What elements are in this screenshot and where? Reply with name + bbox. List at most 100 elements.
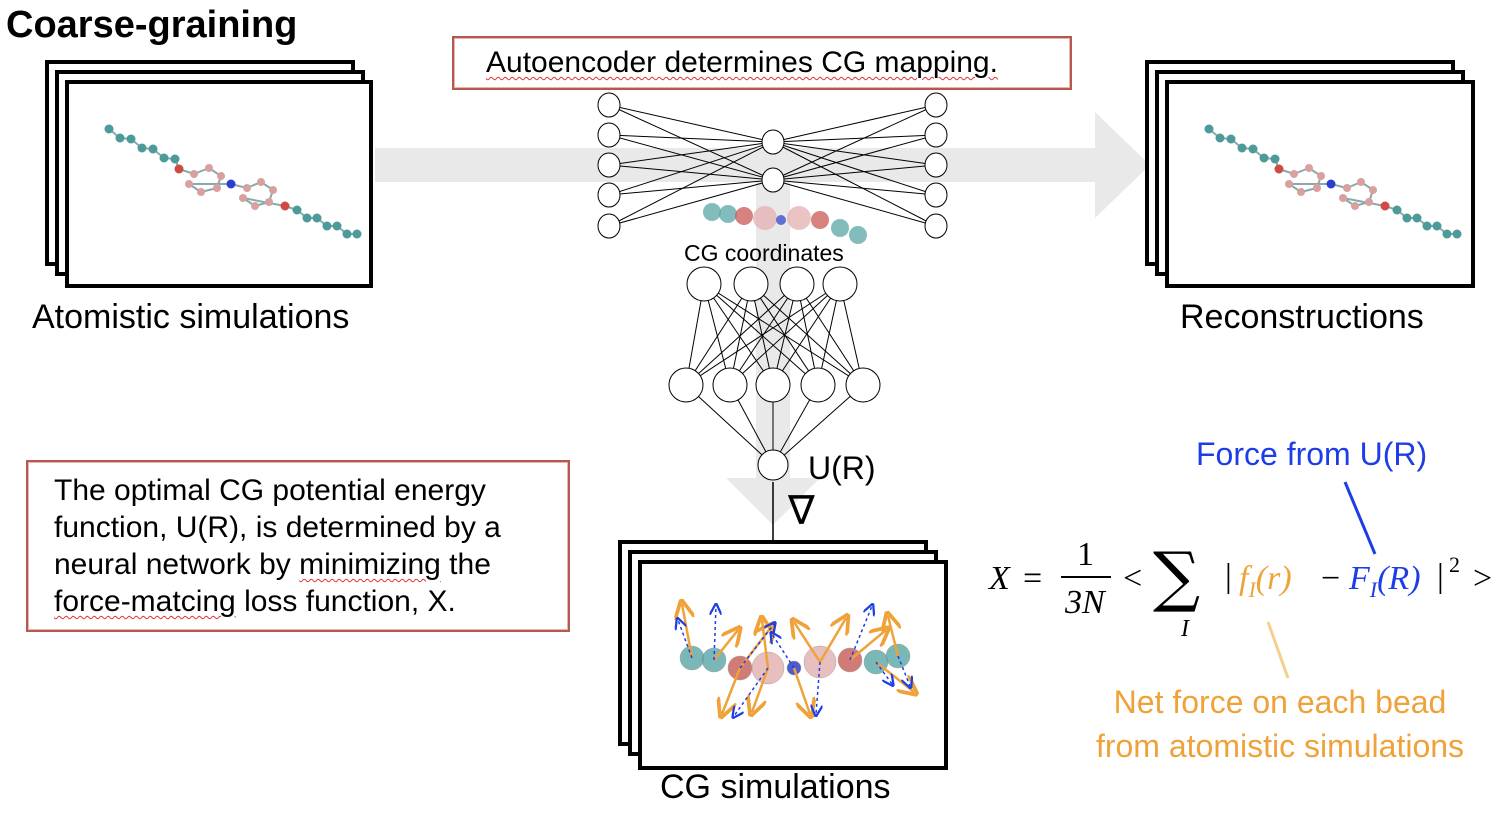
predicted-force-arrow: [849, 606, 872, 661]
atomistic-frames: [45, 60, 375, 290]
atom: [205, 164, 213, 172]
atom: [1392, 205, 1402, 215]
atom: [322, 221, 332, 231]
network-node: [712, 367, 748, 403]
potential-label: U(R): [808, 450, 876, 486]
network-node: [668, 367, 704, 403]
net-force-arrow: [722, 667, 742, 714]
atom: [312, 213, 322, 223]
atom: [174, 164, 184, 174]
atom: [302, 213, 312, 223]
net-force-arrow: [818, 618, 846, 663]
atom: [251, 202, 259, 210]
atom: [1442, 229, 1452, 239]
network-node: [761, 167, 785, 193]
net-force-line-1: Net force on each bead: [1113, 684, 1447, 720]
atom: [1380, 201, 1390, 211]
atom: [280, 201, 290, 211]
reconstructed-molecule-icon: [1204, 124, 1462, 239]
net-force-label: Net force on each bead from atomistic si…: [1070, 680, 1490, 768]
network-node: [800, 367, 836, 403]
atom: [137, 143, 147, 153]
eq-minus: −: [1321, 560, 1341, 597]
eq-fraction-bar: [1061, 576, 1111, 578]
description-line-2: function, U(R), is determined by a: [54, 511, 501, 544]
atom: [352, 229, 362, 239]
atom: [1237, 143, 1247, 153]
cg-bead: [735, 207, 753, 225]
atom: [239, 194, 247, 202]
eq-gt: >: [1473, 560, 1493, 597]
cg-molecule-icon: [703, 203, 867, 244]
description-line-4: force-matcing loss function, X.: [54, 585, 456, 618]
frame-front: [1165, 80, 1475, 288]
atom: [1313, 184, 1321, 192]
atom: [1317, 172, 1325, 180]
atom: [1343, 184, 1351, 192]
frame-front: [638, 560, 948, 770]
atom: [1351, 202, 1359, 210]
cg-bead: [811, 211, 829, 229]
atom: [1402, 213, 1412, 223]
atom: [190, 170, 198, 178]
reconstructions-label: Reconstructions: [1180, 298, 1424, 336]
loss-equation: X = 1 3N < ∑ I | fI(r) − FI(R) | 2 >: [985, 532, 1505, 652]
eq-f-term: fI(r): [1239, 560, 1292, 602]
cg-bead: [787, 206, 811, 230]
atom: [170, 154, 180, 164]
atom: [185, 180, 193, 188]
network-node: [779, 266, 815, 302]
atom: [332, 221, 342, 231]
cg-bead: [753, 206, 777, 230]
net-force-arrow: [752, 667, 770, 712]
atom: [342, 229, 352, 239]
atom: [1204, 124, 1214, 134]
atom: [1259, 153, 1269, 163]
autoencoder-note: Autoencoder determines CG mapping.: [486, 46, 998, 79]
network-node: [924, 213, 948, 239]
atom: [115, 133, 125, 143]
network-node: [924, 92, 948, 118]
network-node: [597, 92, 621, 118]
eq-sum: ∑: [1153, 538, 1201, 615]
reconstruction-frames: [1145, 60, 1480, 290]
atom: [148, 144, 158, 154]
network-node: [597, 152, 621, 178]
atom: [104, 124, 114, 134]
cg-simulation-frames: [618, 540, 953, 770]
net-force-arrow: [682, 604, 692, 659]
network-node: [597, 182, 621, 208]
description-line-1: The optimal CG potential energy: [54, 474, 486, 507]
atom: [1412, 213, 1422, 223]
autoencoder-network: [597, 92, 948, 239]
atom: [159, 153, 169, 163]
network-node: [924, 182, 948, 208]
atom: [226, 179, 236, 189]
atom: [243, 184, 251, 192]
description-line-3: neural network by minimizing the: [54, 548, 491, 581]
atom: [1226, 134, 1236, 144]
network-node: [924, 152, 948, 178]
network-node: [733, 266, 769, 302]
force-from-connector: [1343, 481, 1377, 555]
eq-F-term: FI(R): [1349, 560, 1421, 602]
atom: [126, 134, 136, 144]
eq-lhs: X: [989, 560, 1010, 597]
eq-bar-open: |: [1225, 558, 1232, 595]
atom: [1339, 194, 1347, 202]
atom: [1270, 154, 1280, 164]
atom: [292, 205, 302, 215]
atom: [213, 184, 221, 192]
net-force-arrow: [762, 620, 768, 669]
atom: [1305, 164, 1313, 172]
network-node: [597, 122, 621, 148]
page-title: Coarse-graining: [6, 4, 298, 46]
predicted-force-arrow: [897, 655, 910, 686]
eq-square: 2: [1449, 552, 1460, 577]
eq-bar-close: |: [1437, 558, 1444, 595]
network-node: [761, 129, 785, 155]
atom: [1274, 164, 1284, 174]
cg-bead: [849, 226, 867, 244]
atom: [1285, 180, 1293, 188]
atom: [217, 172, 225, 180]
